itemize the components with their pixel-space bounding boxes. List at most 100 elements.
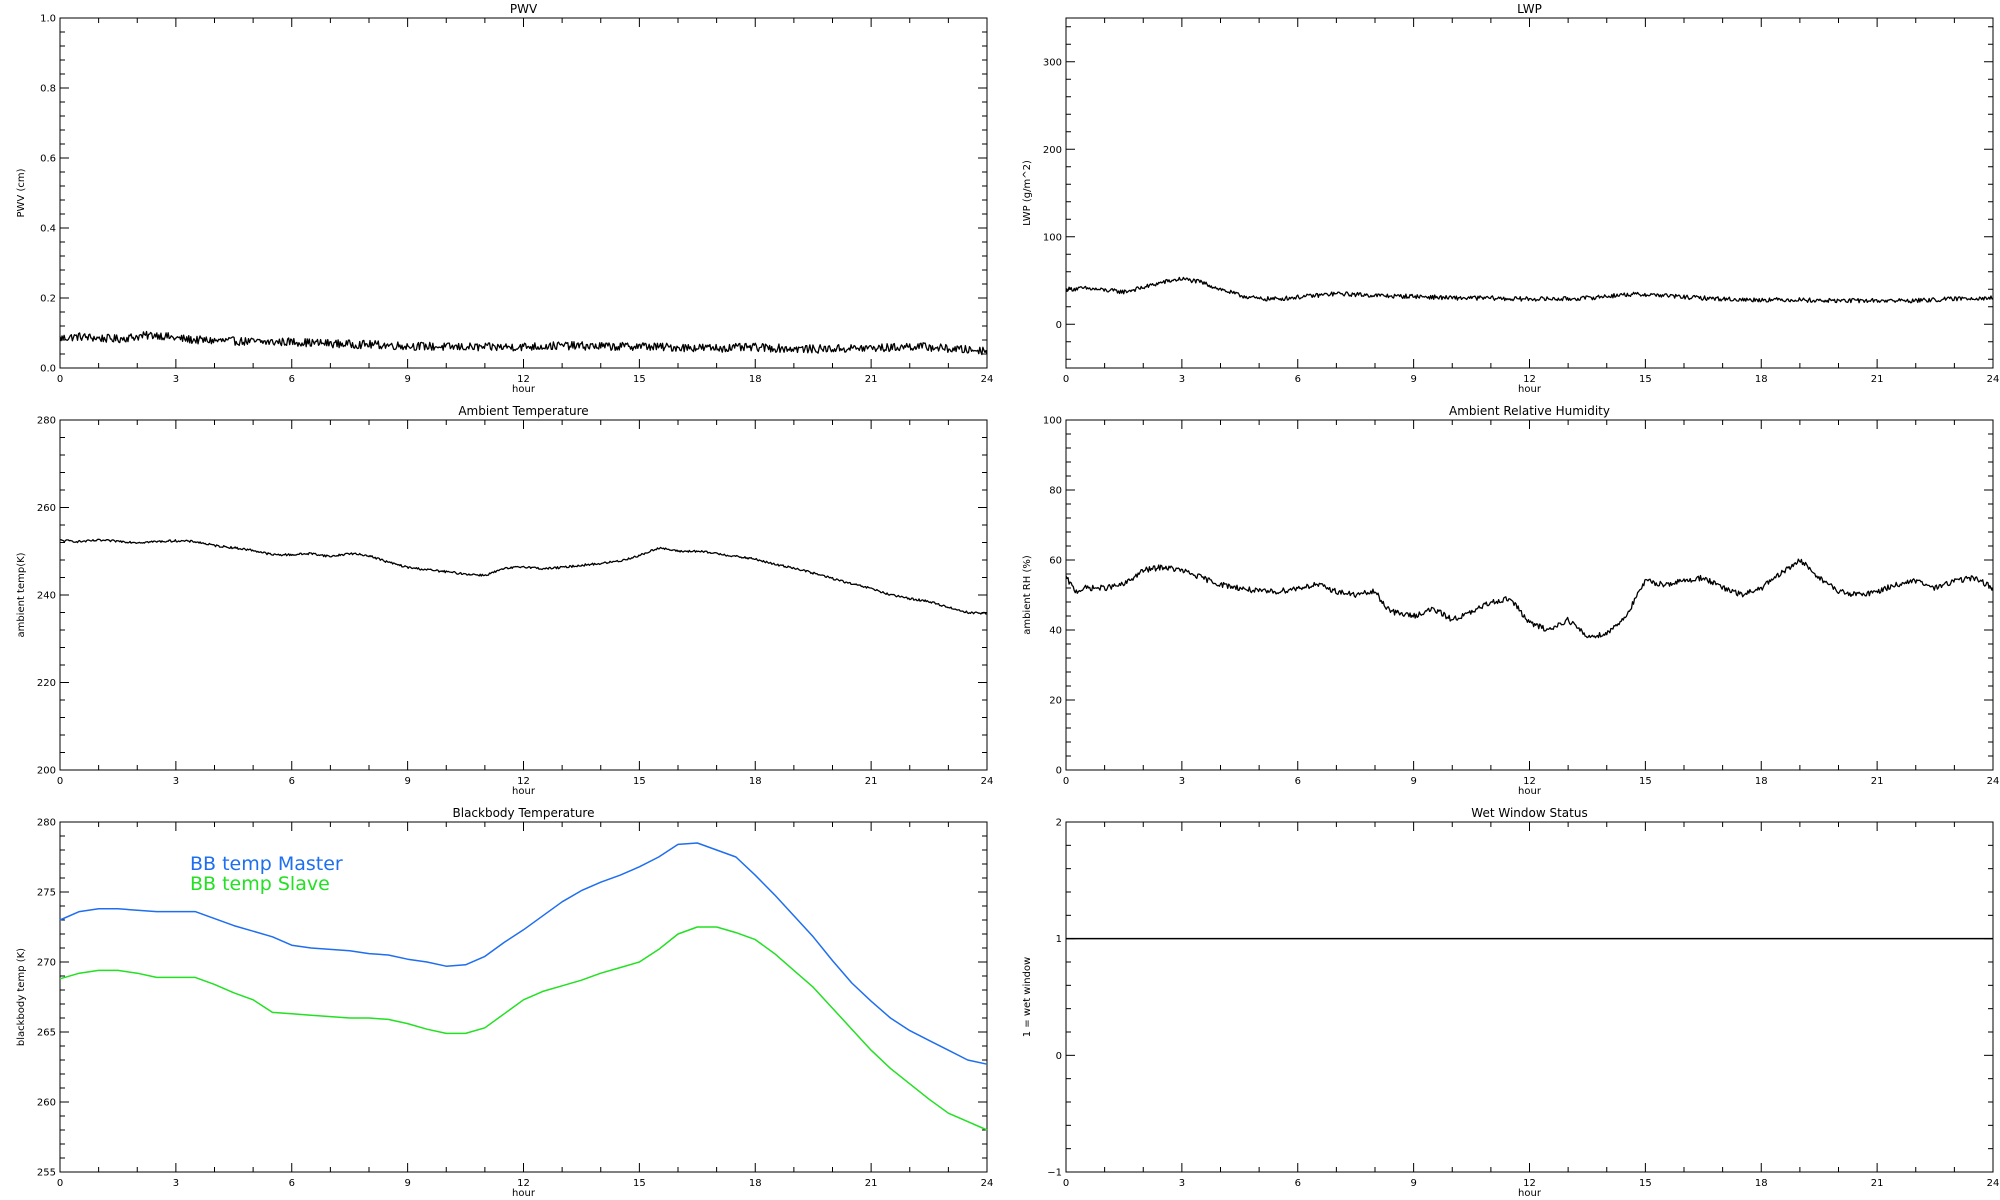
x-tick-label: 24 xyxy=(981,776,994,787)
y-tick-label: 260 xyxy=(37,503,56,514)
x-axis-label: hour xyxy=(1518,1188,1542,1199)
x-tick-label: 12 xyxy=(1523,1178,1536,1189)
y-tick-label: 280 xyxy=(37,818,56,829)
x-tick-label: 3 xyxy=(1179,776,1185,787)
legend-entry: BB temp Master xyxy=(190,853,343,875)
chart-title: LWP xyxy=(1517,2,1542,16)
x-axis-label: hour xyxy=(512,1188,536,1199)
y-tick-label: 0 xyxy=(1056,320,1062,331)
plot-frame xyxy=(59,419,988,771)
x-tick-label: 9 xyxy=(1410,1178,1416,1189)
x-tick-label: 18 xyxy=(749,776,762,787)
x-tick-label: 18 xyxy=(1755,1178,1768,1189)
x-tick-label: 3 xyxy=(173,374,179,385)
series-line xyxy=(59,842,988,1065)
x-tick-label: 9 xyxy=(404,776,410,787)
x-tick-label: 3 xyxy=(173,776,179,787)
x-tick-label: 15 xyxy=(633,1178,646,1189)
y-tick-label: 2 xyxy=(1056,818,1062,829)
series-line xyxy=(1065,276,1994,304)
y-tick-label: 270 xyxy=(37,958,56,969)
y-tick-label: 0.8 xyxy=(40,84,56,95)
x-tick-label: 0 xyxy=(1063,374,1069,385)
y-tick-label: 220 xyxy=(37,678,56,689)
y-tick-label: 0.4 xyxy=(40,224,56,235)
x-tick-label: 15 xyxy=(633,374,646,385)
chart-title: Ambient Temperature xyxy=(458,404,588,418)
x-tick-label: 0 xyxy=(57,1178,63,1189)
y-tick-label: 265 xyxy=(37,1028,56,1039)
y-axis-label: blackbody temp (K) xyxy=(16,948,27,1046)
y-tick-label: −1 xyxy=(1047,1168,1062,1179)
y-tick-label: 200 xyxy=(37,766,56,777)
y-tick-label: 280 xyxy=(37,416,56,427)
y-tick-label: 255 xyxy=(37,1168,56,1179)
x-tick-label: 24 xyxy=(1987,776,2000,787)
series-line xyxy=(59,330,988,356)
y-tick-label: 40 xyxy=(1049,626,1062,637)
x-tick-label: 21 xyxy=(1871,776,1884,787)
x-tick-label: 9 xyxy=(404,1178,410,1189)
x-axis-label: hour xyxy=(512,384,536,395)
x-tick-label: 9 xyxy=(1410,776,1416,787)
chart-panel-ambient-relative-humidity: Ambient Relative Humidity 0 3 6 9 12 15 18 21 24 0… xyxy=(1022,404,1999,797)
x-tick-label: 3 xyxy=(173,1178,179,1189)
y-tick-label: 300 xyxy=(1043,57,1062,68)
x-tick-label: 0 xyxy=(57,776,63,787)
x-tick-label: 12 xyxy=(1523,776,1536,787)
plot-frame xyxy=(59,17,988,369)
plot-frame xyxy=(1065,17,1994,369)
y-tick-label: 0 xyxy=(1056,766,1062,777)
y-tick-label: 20 xyxy=(1049,696,1062,707)
x-tick-label: 15 xyxy=(633,776,646,787)
y-tick-label: 0.6 xyxy=(40,154,56,165)
y-tick-label: 200 xyxy=(1043,145,1062,156)
y-tick-label: 240 xyxy=(37,591,56,602)
x-tick-label: 6 xyxy=(1295,776,1301,787)
y-axis-label: ambient RH (%) xyxy=(1022,555,1033,635)
x-axis-label: hour xyxy=(512,786,536,797)
x-tick-label: 9 xyxy=(404,374,410,385)
x-tick-label: 6 xyxy=(289,1178,295,1189)
x-tick-label: 0 xyxy=(57,374,63,385)
x-tick-label: 18 xyxy=(1755,776,1768,787)
x-tick-label: 18 xyxy=(1755,374,1768,385)
x-tick-label: 18 xyxy=(749,1178,762,1189)
x-axis-label: hour xyxy=(1518,786,1542,797)
x-tick-label: 6 xyxy=(289,776,295,787)
x-tick-label: 21 xyxy=(865,374,878,385)
y-tick-label: 275 xyxy=(37,888,56,899)
x-tick-label: 6 xyxy=(1295,374,1301,385)
x-tick-label: 12 xyxy=(517,776,530,787)
x-tick-label: 24 xyxy=(1987,1178,2000,1189)
y-tick-label: 0.2 xyxy=(40,294,56,305)
plot-frame xyxy=(1065,419,1994,771)
y-tick-label: 1.0 xyxy=(40,14,56,25)
series-line xyxy=(59,926,988,1131)
y-tick-label: 260 xyxy=(37,1098,56,1109)
y-axis-label: LWP (g/m^2) xyxy=(1022,160,1033,226)
chart-title: Wet Window Status xyxy=(1471,806,1587,820)
x-tick-label: 12 xyxy=(1523,374,1536,385)
y-axis-label: 1 = wet window xyxy=(1022,957,1033,1037)
y-tick-label: 1 xyxy=(1056,934,1062,945)
plot-frame xyxy=(1065,821,1994,1173)
y-tick-label: 100 xyxy=(1043,232,1062,243)
y-tick-label: 60 xyxy=(1049,556,1062,567)
x-tick-label: 6 xyxy=(1295,1178,1301,1189)
x-tick-label: 0 xyxy=(1063,1178,1069,1189)
x-tick-label: 24 xyxy=(1987,374,2000,385)
x-tick-label: 9 xyxy=(1410,374,1416,385)
y-axis-label: ambient temp(K) xyxy=(16,552,27,637)
chart-title: PWV xyxy=(510,2,538,16)
chart-panel-pwv: PWV 0 3 6 9 12 15 18 21 24 0.0 0.2 0.4 0.6 0.8 1.0 hour P… xyxy=(16,2,993,395)
series-line xyxy=(1065,558,1994,639)
x-tick-label: 15 xyxy=(1639,776,1652,787)
x-tick-label: 21 xyxy=(865,1178,878,1189)
y-tick-label: 0 xyxy=(1056,1051,1062,1062)
x-tick-label: 12 xyxy=(517,374,530,385)
x-tick-label: 0 xyxy=(1063,776,1069,787)
y-tick-label: 80 xyxy=(1049,486,1062,497)
x-tick-label: 3 xyxy=(1179,374,1185,385)
